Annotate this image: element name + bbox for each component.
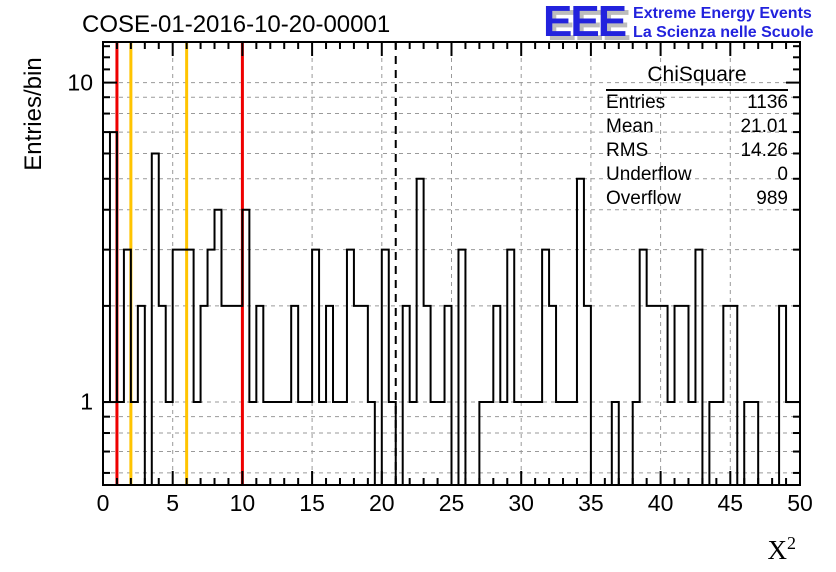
eee-tagline-line1: Extreme Energy Events (633, 5, 812, 22)
x-tick-label: 25 (438, 490, 465, 516)
eee-logo: EEE Extreme Energy Events La Scienza nel… (543, 0, 814, 46)
x-tick-label: 30 (508, 490, 534, 516)
x-tick-label: 45 (717, 490, 744, 516)
eee-logo-tagline: Extreme Energy Events La Scienza nelle S… (633, 4, 814, 42)
stats-row-rms: RMS 14.26 (606, 140, 788, 161)
eee-tagline-line2: La Scienza nelle Scuole (633, 24, 814, 41)
x-tick-label: 20 (369, 490, 395, 516)
y-tick-label: 1 (80, 388, 93, 415)
x-tick-label: 5 (166, 490, 180, 516)
x-tick-label: 35 (578, 490, 604, 516)
x-tick-label: 10 (229, 490, 256, 516)
stats-row-overflow: Overflow 989 (606, 188, 788, 209)
stats-row-mean: Mean 21.01 (606, 116, 788, 137)
stats-row-underflow: Underflow 0 (606, 164, 788, 185)
stats-box-title: ChiSquare (606, 63, 788, 91)
x-tick-label: 15 (299, 490, 325, 516)
stats-row-entries: Entries 1136 (606, 92, 788, 113)
plot-title: COSE-01-2016-10-20-00001 (82, 11, 391, 38)
x-tick-label: 40 (647, 490, 674, 516)
eee-logo-letters: EEE (543, 0, 627, 46)
stats-box: ChiSquare Entries 1136 Mean 21.01 RMS 14… (606, 63, 788, 211)
y-tick-label: 10 (67, 69, 93, 96)
x-tick-label: 0 (96, 490, 110, 516)
histogram-steps (102, 131, 801, 486)
x-axis-title: X2 (767, 533, 797, 565)
x-tick-label: 50 (787, 490, 813, 516)
